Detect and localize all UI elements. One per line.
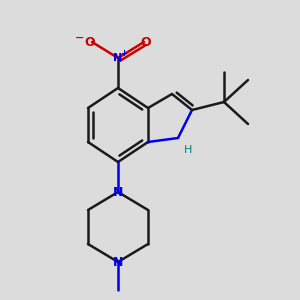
Text: N: N — [113, 185, 123, 199]
Text: H: H — [184, 145, 192, 155]
Text: −: − — [75, 33, 85, 43]
Text: O: O — [85, 35, 95, 49]
Text: +: + — [121, 49, 128, 58]
Text: O: O — [141, 35, 151, 49]
Text: N: N — [113, 256, 123, 268]
Text: N: N — [113, 53, 123, 63]
